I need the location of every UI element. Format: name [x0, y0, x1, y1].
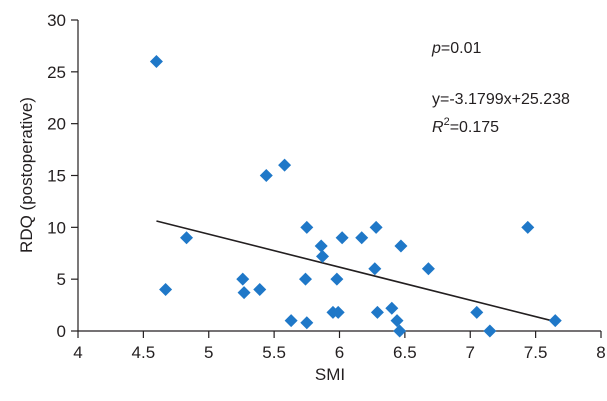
y-tick-label-1: 5: [57, 270, 66, 289]
data-point-15: [330, 272, 344, 286]
y-tick-label-6: 30: [47, 11, 66, 30]
data-point-16: [331, 305, 345, 319]
data-point-10: [300, 220, 314, 234]
r-symbol: R: [432, 119, 444, 136]
data-point-26: [421, 262, 435, 276]
p-symbol: p: [431, 40, 441, 57]
x-tick-label-6: 7: [466, 343, 475, 362]
data-point-19: [368, 262, 382, 276]
x-tick-label-3: 5.5: [262, 343, 286, 362]
r-squared-annotation: R2=0.175: [432, 116, 499, 136]
data-point-30: [548, 314, 562, 328]
data-point-13: [316, 249, 330, 263]
data-point-24: [393, 324, 407, 338]
data-point-8: [284, 314, 298, 328]
y-tick-label-4: 20: [47, 115, 66, 134]
data-point-3: [236, 272, 250, 286]
regression-equation: y=-3.1799x+25.238: [432, 91, 570, 108]
x-tick-label-0: 4: [73, 343, 82, 362]
x-tick-label-8: 8: [596, 343, 605, 362]
data-point-7: [278, 158, 292, 172]
data-point-1: [159, 283, 173, 297]
data-point-11: [300, 316, 314, 330]
data-point-27: [470, 305, 484, 319]
p-value: =0.01: [441, 40, 482, 57]
data-point-22: [385, 301, 399, 315]
x-tick-label-5: 6.5: [393, 343, 417, 362]
y-tick-label-2: 10: [47, 218, 66, 237]
data-point-18: [355, 231, 369, 245]
y-tick-label-5: 25: [47, 63, 66, 82]
ticks: 4 4.5 5 5.5 6 6.5 7 7.5 8 0 5 10 15 20 25 30: [47, 11, 606, 362]
x-tick-label-7: 7.5: [524, 343, 548, 362]
data-point-20: [369, 220, 383, 234]
y-tick-label-0: 0: [57, 322, 66, 341]
x-axis-title: SMI: [315, 365, 345, 384]
data-points: [149, 54, 562, 338]
y-axis-title: RDQ (postoperative): [17, 97, 36, 253]
data-point-28: [483, 324, 497, 338]
r-exponent: 2: [444, 116, 450, 128]
data-point-0: [149, 54, 163, 68]
data-point-12: [314, 239, 328, 253]
data-point-21: [370, 305, 384, 319]
trendline-layer: [156, 220, 556, 323]
data-point-2: [180, 231, 194, 245]
data-point-5: [253, 283, 267, 297]
data-point-29: [521, 220, 535, 234]
trendline: [156, 220, 556, 323]
p-value-annotation: p=0.01: [431, 40, 481, 57]
data-point-9: [299, 272, 313, 286]
x-tick-label-1: 4.5: [132, 343, 156, 362]
data-point-25: [394, 239, 408, 253]
data-point-23: [390, 314, 404, 328]
x-tick-label-2: 5: [204, 343, 213, 362]
x-tick-label-4: 6: [335, 343, 344, 362]
data-point-6: [259, 169, 273, 182]
y-tick-label-3: 15: [47, 167, 66, 186]
data-point-4: [237, 286, 251, 300]
data-point-17: [335, 231, 349, 245]
r-squared-value: =0.175: [450, 119, 499, 136]
